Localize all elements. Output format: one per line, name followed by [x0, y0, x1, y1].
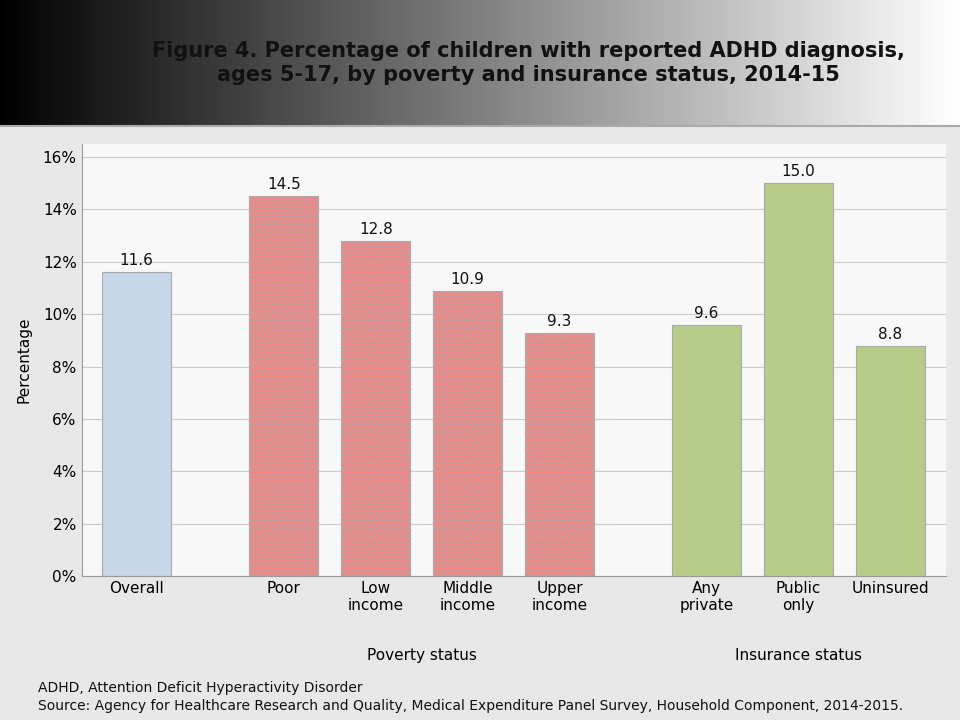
Text: 10.9: 10.9 [450, 271, 485, 287]
Text: 9.3: 9.3 [547, 314, 572, 328]
Text: 9.6: 9.6 [694, 306, 719, 320]
Bar [672, 325, 741, 576]
Bar [433, 291, 502, 576]
Text: ADHD, Attention Deficit Hyperactivity Disorder: ADHD, Attention Deficit Hyperactivity Di… [38, 681, 363, 695]
Text: Figure 4. Percentage of children with reported ADHD diagnosis,
ages 5-17, by pov: Figure 4. Percentage of children with re… [152, 41, 904, 85]
Text: 14.5: 14.5 [267, 177, 300, 192]
Text: 15.0: 15.0 [781, 164, 815, 179]
Text: Source: Agency for Healthcare Research and Quality, Medical Expenditure Panel Su: Source: Agency for Healthcare Research a… [38, 699, 903, 713]
Bar [103, 272, 171, 576]
Bar [341, 241, 410, 576]
Bar [525, 333, 594, 576]
Bar [250, 197, 319, 576]
Bar [764, 184, 833, 576]
Text: Insurance status: Insurance status [735, 648, 862, 663]
Text: 12.8: 12.8 [359, 222, 393, 237]
Bar [856, 346, 924, 576]
Y-axis label: Percentage: Percentage [16, 317, 32, 403]
Text: 11.6: 11.6 [120, 253, 154, 269]
Text: Poverty status: Poverty status [367, 648, 476, 663]
Text: 8.8: 8.8 [878, 327, 902, 342]
